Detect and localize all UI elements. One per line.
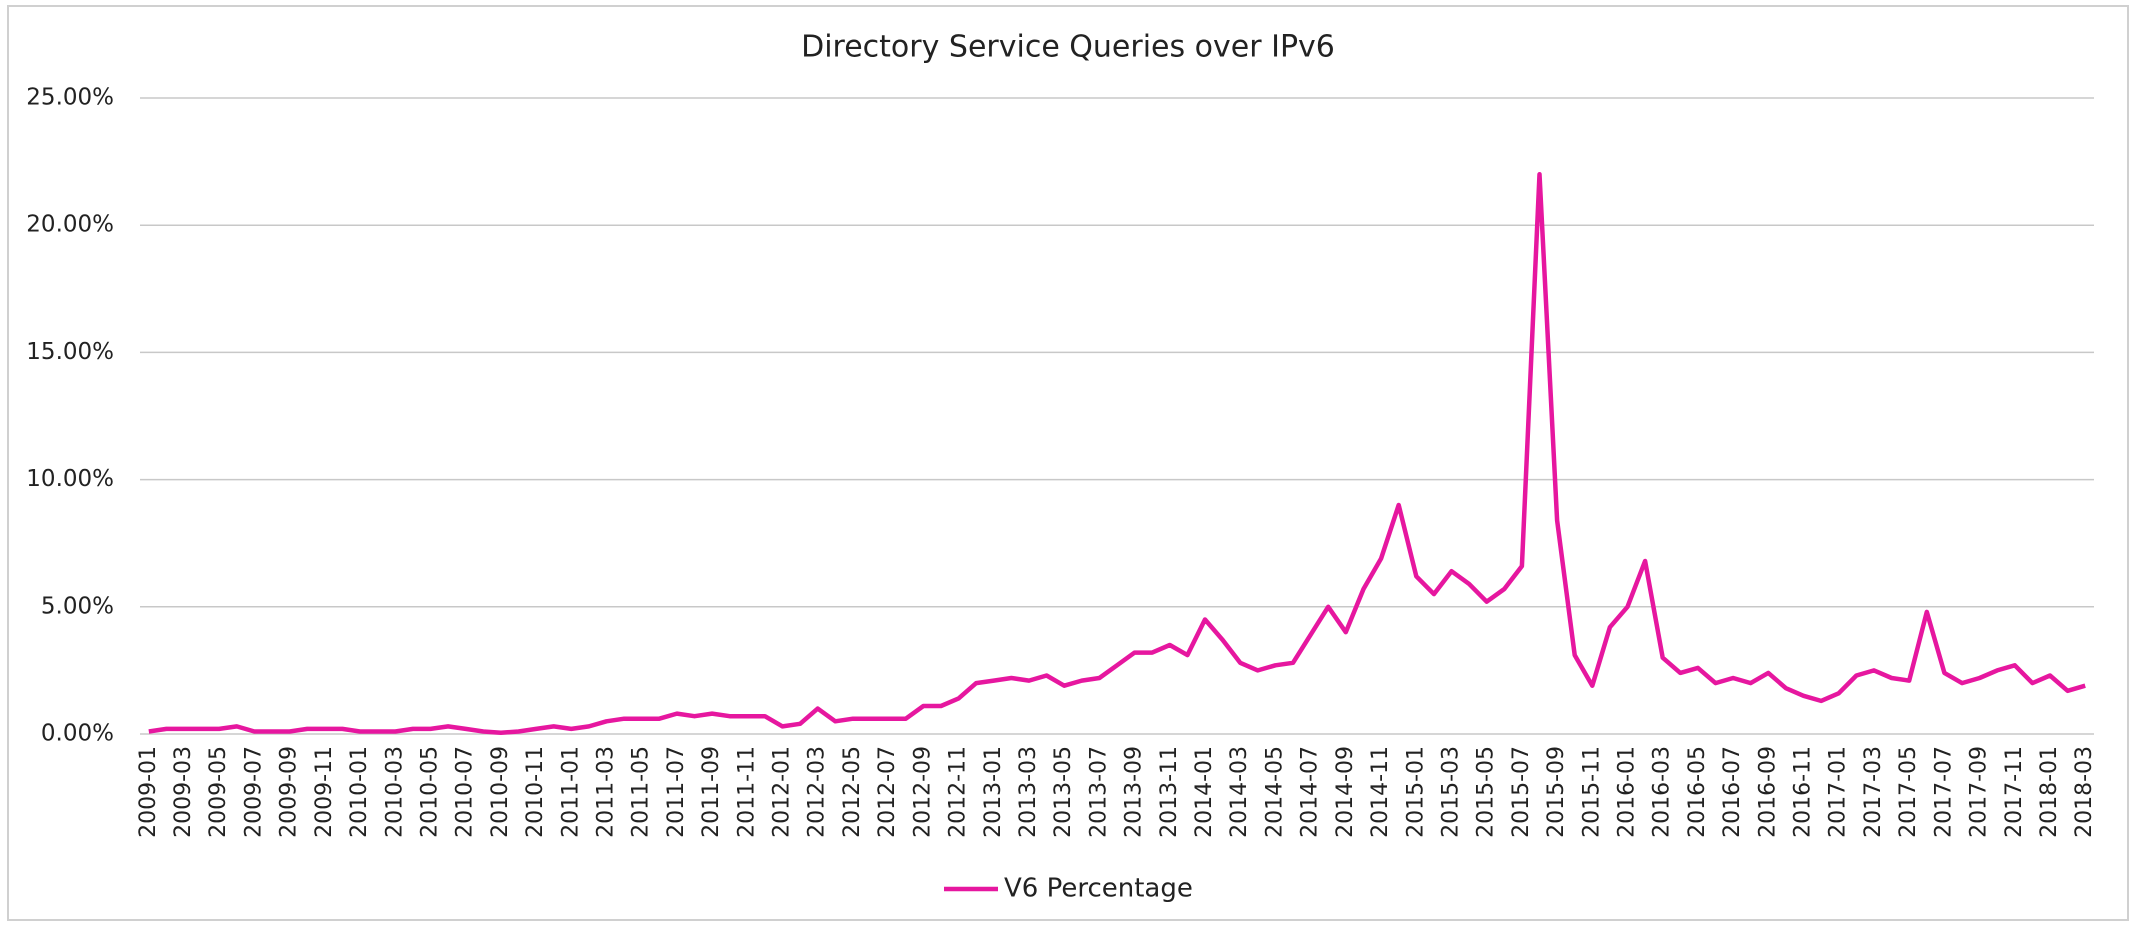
x-tick-label: 2010-05 <box>417 746 442 838</box>
x-tick-label: 2014-07 <box>1298 746 1323 838</box>
x-tick-label: 2014-09 <box>1333 746 1358 838</box>
legend-label: V6 Percentage <box>1004 874 1193 904</box>
x-tick-label: 2011-07 <box>664 746 689 838</box>
y-tick-label: 15.00% <box>26 339 114 365</box>
x-tick-label: 2014-01 <box>1192 746 1217 838</box>
x-tick-label: 2017-01 <box>1826 746 1851 838</box>
x-tick-label: 2009-05 <box>206 746 231 838</box>
x-tick-label: 2009-07 <box>241 746 266 838</box>
x-tick-label: 2010-11 <box>523 746 548 838</box>
x-tick-label: 2009-01 <box>136 746 161 838</box>
x-tick-label: 2013-09 <box>1122 746 1147 838</box>
x-tick-label: 2018-01 <box>2037 746 2062 838</box>
x-tick-label: 2012-05 <box>840 746 865 838</box>
x-tick-label: 2011-09 <box>699 746 724 838</box>
x-tick-label: 2013-01 <box>981 746 1006 838</box>
x-tick-label: 2015-05 <box>1474 746 1499 838</box>
x-tick-label: 2014-05 <box>1262 746 1287 838</box>
x-tick-label: 2012-07 <box>875 746 900 838</box>
x-tick-label: 2015-09 <box>1544 746 1569 838</box>
y-tick-label: 20.00% <box>26 212 114 238</box>
x-tick-label: 2011-03 <box>593 746 618 838</box>
x-tick-label: 2012-11 <box>946 746 971 838</box>
y-tick-label: 0.00% <box>41 721 114 747</box>
x-tick-label: 2016-11 <box>1791 746 1816 838</box>
x-tick-label: 2015-03 <box>1438 746 1463 838</box>
x-tick-label: 2017-09 <box>1967 746 1992 838</box>
x-tick-label: 2009-11 <box>312 746 337 838</box>
x-tick-label: 2010-03 <box>382 746 407 838</box>
x-tick-label: 2011-01 <box>558 746 583 838</box>
chart-frame <box>7 5 2129 921</box>
x-tick-label: 2014-11 <box>1368 746 1393 838</box>
x-tick-label: 2016-09 <box>1755 746 1780 838</box>
x-tick-label: 2010-01 <box>347 746 372 838</box>
x-tick-label: 2017-03 <box>1861 746 1886 838</box>
x-tick-label: 2016-01 <box>1615 746 1640 838</box>
x-tick-label: 2009-03 <box>171 746 196 838</box>
x-tick-label: 2015-11 <box>1579 746 1604 838</box>
x-tick-label: 2013-11 <box>1157 746 1182 838</box>
x-tick-label: 2015-07 <box>1509 746 1534 838</box>
x-tick-label: 2016-07 <box>1720 746 1745 838</box>
x-tick-label: 2017-11 <box>2002 746 2027 838</box>
x-tick-label: 2011-05 <box>629 746 654 838</box>
x-tick-label: 2017-05 <box>1896 746 1921 838</box>
x-tick-label: 2015-01 <box>1403 746 1428 838</box>
y-tick-label: 10.00% <box>26 466 114 492</box>
y-tick-label: 5.00% <box>41 593 114 619</box>
x-tick-label: 2010-09 <box>488 746 513 838</box>
x-tick-label: 2013-07 <box>1086 746 1111 838</box>
x-tick-label: 2009-09 <box>277 746 302 838</box>
x-tick-label: 2011-11 <box>734 746 759 838</box>
y-tick-label: 25.00% <box>26 85 114 111</box>
chart-title: Directory Service Queries over IPv6 <box>801 30 1335 65</box>
x-tick-label: 2017-07 <box>1931 746 1956 838</box>
x-tick-label: 2016-03 <box>1650 746 1675 838</box>
line-series <box>148 172 2086 735</box>
x-tick-label: 2013-05 <box>1051 746 1076 838</box>
x-tick-label: 2014-03 <box>1227 746 1252 838</box>
x-tick-label: 2013-03 <box>1016 746 1041 838</box>
x-tick-label: 2012-03 <box>805 746 830 838</box>
x-tick-label: 2012-01 <box>770 746 795 838</box>
x-tick-label: 2016-05 <box>1685 746 1710 838</box>
x-tick-label: 2012-09 <box>910 746 935 838</box>
x-tick-label: 2010-07 <box>453 746 478 838</box>
x-tick-label: 2018-03 <box>2072 746 2097 838</box>
